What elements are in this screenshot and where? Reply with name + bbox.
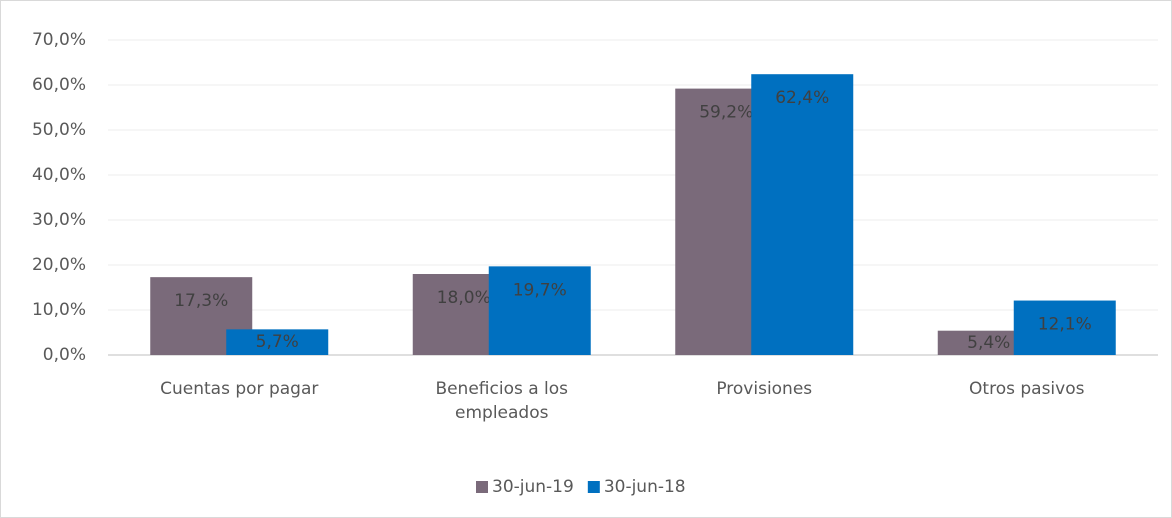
legend-label: 30-jun-19 (492, 477, 574, 497)
y-tick-label: 30,0% (32, 210, 86, 230)
x-tick-label: Otros pasivos (969, 379, 1085, 399)
data-label: 18,0% (437, 288, 491, 308)
data-label: 5,4% (967, 333, 1010, 353)
data-label: 19,7% (513, 280, 567, 300)
bar (751, 74, 854, 355)
legend-swatch (476, 481, 488, 493)
data-label: 59,2% (699, 103, 753, 123)
y-tick-label: 40,0% (32, 165, 86, 185)
y-tick-label: 10,0% (32, 300, 86, 320)
data-label: 12,1% (1038, 315, 1092, 335)
data-label: 5,7% (256, 332, 299, 352)
data-label: 17,3% (174, 291, 228, 311)
y-tick-label: 60,0% (32, 75, 86, 95)
data-label: 62,4% (775, 88, 829, 108)
x-tick-label: Provisiones (716, 379, 813, 399)
y-tick-label: 20,0% (32, 255, 86, 275)
y-tick-label: 50,0% (32, 120, 86, 140)
y-tick-label: 0,0% (43, 345, 86, 365)
bar (226, 329, 329, 355)
legend-swatch (587, 481, 600, 493)
y-tick-label: 70,0% (32, 30, 86, 50)
bar (1013, 300, 1116, 355)
legend-label: 30-jun-18 (604, 477, 686, 497)
x-tick-label: Beneficios a los empleados (435, 379, 569, 423)
x-tick-label: Cuentas por pagar (160, 379, 319, 399)
bar (488, 266, 591, 355)
